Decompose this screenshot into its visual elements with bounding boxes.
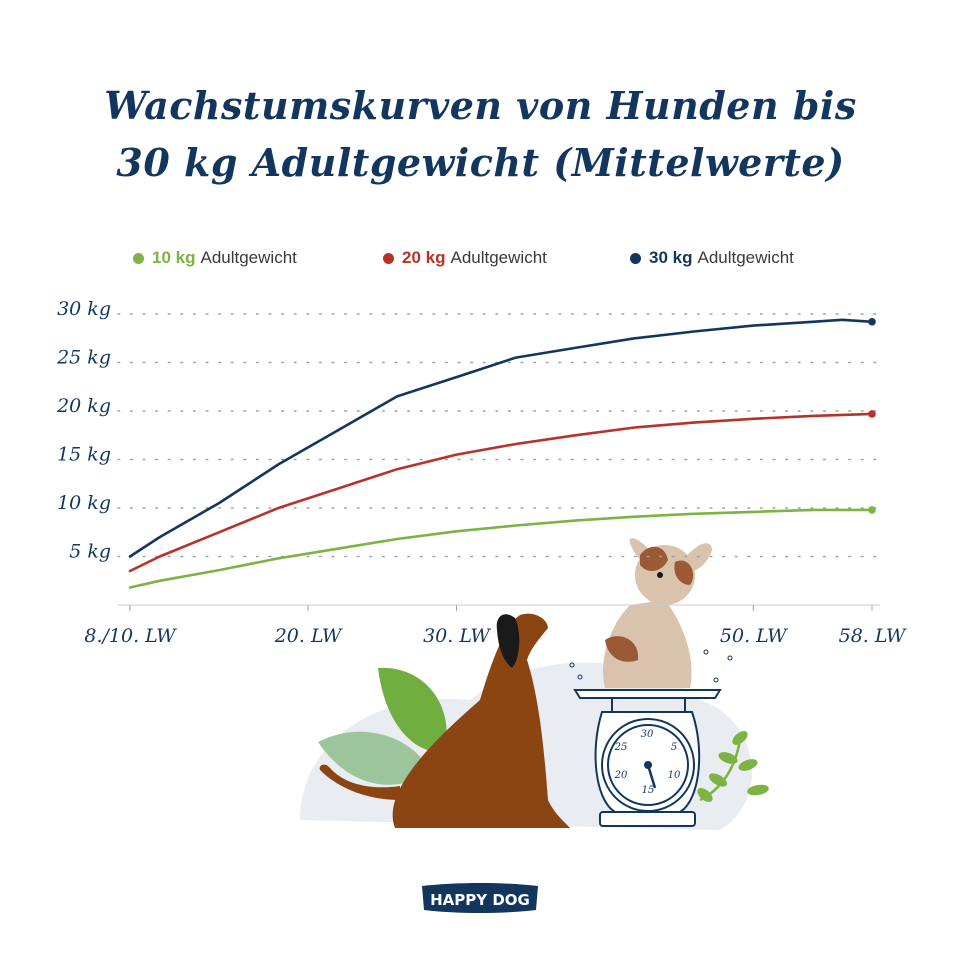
legend-suffix-20kg: Adultgewicht [450,248,547,267]
bubbles [569,649,733,683]
scale-dial-5: 5 [671,742,677,753]
scale [573,689,722,827]
legend-dot-green [133,252,144,264]
y-tick-label-10: 10 kg [57,492,111,514]
legend-label-30kg: 30 kg [649,248,693,267]
scale-dial-labels: 30 5 10 15 20 25 [614,729,681,796]
scale-dial-25: 25 [614,742,628,753]
grid [117,313,879,558]
scale-dial-30: 30 [641,729,654,740]
y-tick-label-20: 20 kg [56,395,111,417]
y-tick-label-5: 5 kg [69,541,111,563]
chart-title-line-1: Wachstumskurven von Hunden bis [104,83,857,128]
dog-brown [319,613,570,828]
leaf-monstera [378,667,447,753]
x-tick-label-20: 20. LW [274,625,343,647]
y-tick-label-25: 25 kg [56,347,111,369]
legend-item-30kg: 30 kg Adultgewicht [630,248,794,268]
legend-suffix-30kg: Adultgewicht [697,248,794,267]
x-tick-label-8: 8./10. LW [84,625,177,647]
illustration: 30 5 10 15 20 25 [300,538,769,830]
series-line-1 [128,412,874,573]
x-tick-labels: 8./10. LW 20. LW 30. LW 50. LW 58. LW [84,625,906,647]
y-tick-label-30: 30 kg [57,298,111,320]
scale-dial-20: 20 [614,770,628,781]
chart-title-line-2: 30 kg Adultgewicht (Mittelwerte) [116,140,845,185]
happy-dog-logo-text: HAPPY DOG [430,891,530,909]
y-tick-label-15: 15 kg [57,444,111,466]
sprig-right [697,731,769,802]
series-end-point-0 [868,506,876,514]
series-end-point-1 [868,410,876,418]
legend-dot-red [383,252,394,264]
scale-dial-10: 10 [668,770,681,781]
series-lines [128,317,876,589]
legend-label-10kg: 10 kg [152,248,196,267]
legend-label-20kg: 20 kg [402,248,446,267]
series-line-0 [128,508,874,589]
legend-item-20kg: 20 kg Adultgewicht [383,248,547,268]
happy-dog-logo: HAPPY DOG [422,883,538,913]
x-tick-label-58: 58. LW [839,625,907,647]
series-line-2 [128,318,874,558]
scale-dial-15: 15 [642,785,655,796]
x-tick-label-50: 50. LW [720,625,788,647]
legend-item-10kg: 10 kg Adultgewicht [133,248,297,268]
puppy [602,538,712,688]
x-axis [118,604,880,611]
legend-suffix-10kg: Adultgewicht [200,248,297,267]
series-end-point-2 [868,317,876,326]
y-tick-labels: 5 kg 10 kg 15 kg 20 kg 25 kg 30 kg [56,298,111,563]
legend-dot-navy [630,252,641,264]
leaf-light-green [318,731,430,785]
x-tick-label-30: 30. LW [423,625,491,647]
